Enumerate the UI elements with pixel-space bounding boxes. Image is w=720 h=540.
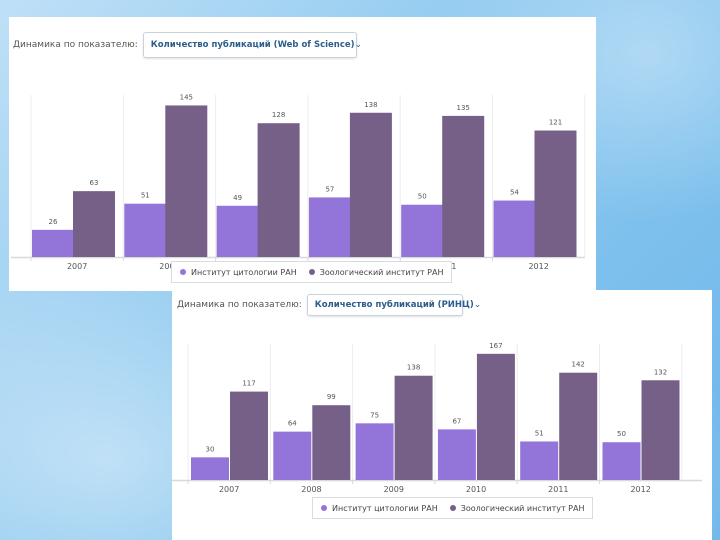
- data-label: 67: [452, 417, 461, 425]
- bar-chart-wos: 2651495750546314512813813512120072008200…: [11, 93, 586, 271]
- bar: [230, 391, 268, 480]
- chevron-down-icon: ⌄: [354, 40, 363, 50]
- tick-label: 2012: [528, 262, 548, 271]
- legend-label-zoology: Зоологический институт РАН: [460, 503, 585, 513]
- data-label: 99: [327, 393, 336, 401]
- data-label: 132: [654, 368, 667, 376]
- tick-label: 2007: [219, 485, 239, 494]
- data-label: 64: [288, 420, 297, 428]
- legend-label-cytology: Институт цитологии РАН: [332, 503, 438, 513]
- data-label: 121: [549, 119, 562, 127]
- legend-item-cytology[interactable]: Институт цитологии РАН: [180, 268, 297, 277]
- bar: [308, 197, 351, 257]
- data-label: 51: [141, 192, 150, 200]
- bar: [165, 105, 208, 257]
- data-label: 50: [617, 430, 626, 438]
- legend-marker-cytology: [180, 269, 186, 275]
- data-label: 63: [90, 179, 99, 187]
- bar: [124, 203, 167, 257]
- legend-marker-cytology: [321, 505, 327, 511]
- bar: [476, 353, 515, 480]
- bar: [602, 442, 641, 480]
- data-label: 135: [457, 104, 470, 112]
- metric-dropdown-value: Количество публикаций (Web of Science): [150, 40, 355, 50]
- tick-label: 2009: [384, 485, 404, 494]
- legend-label-cytology: Институт цитологии РАН: [191, 267, 297, 277]
- chevron-down-icon: ⌄: [473, 300, 482, 310]
- data-label: 117: [242, 380, 255, 388]
- metric-dropdown-value: Количество публикаций (РИНЦ): [314, 300, 474, 310]
- bar: [437, 429, 476, 480]
- legend-marker-zoology: [449, 505, 456, 511]
- data-label: 167: [489, 342, 502, 350]
- chart-panel-rinc: Динамика по показателю: Количество публи…: [172, 290, 712, 540]
- data-label: 50: [418, 193, 427, 201]
- bar: [73, 191, 115, 257]
- bar: [355, 423, 394, 480]
- data-label: 138: [364, 101, 377, 109]
- tick-label: 2010: [466, 485, 486, 494]
- metric-selector-row: Динамика по показателю: Количество публи…: [177, 294, 481, 316]
- bar: [493, 200, 536, 257]
- tick-label: 2008: [301, 485, 321, 494]
- bar: [273, 431, 312, 480]
- data-label: 138: [407, 364, 420, 372]
- bar: [257, 123, 300, 257]
- data-label: 142: [572, 361, 585, 369]
- legend-item-zoology[interactable]: Зоологический институт РАН: [449, 503, 585, 513]
- metric-selector-row: Динамика по показателю: Количество публи…: [13, 32, 362, 58]
- bar: [559, 372, 598, 480]
- legend-item-zoology[interactable]: Зоологический институт РАН: [308, 267, 444, 277]
- bar-chart-rinc: 30 64 75 67 51 50 117 99 138 167 142 132 2007 2008 200…: [172, 342, 702, 494]
- chart-legend: Институт цитологии РАН Зоологический инс…: [171, 261, 453, 283]
- data-label: 128: [272, 111, 285, 119]
- bar: [534, 130, 577, 257]
- chart-panel-wos: Динамика по показателю: Количество публи…: [9, 17, 596, 291]
- metric-dropdown[interactable]: Количество публикаций (РИНЦ) ⌄: [306, 294, 481, 316]
- metric-dropdown[interactable]: Количество публикаций (Web of Science) ⌄: [142, 32, 362, 58]
- metric-label: Динамика по показателю:: [13, 40, 138, 50]
- data-label: 145: [180, 93, 193, 101]
- bar: [216, 205, 259, 257]
- data-label: 49: [233, 194, 242, 202]
- tick-label: 2012: [630, 485, 650, 494]
- bar: [641, 380, 680, 480]
- data-label: 54: [510, 189, 519, 197]
- tick-label: 2007: [67, 262, 87, 271]
- legend-item-cytology[interactable]: Институт цитологии РАН: [321, 504, 438, 513]
- data-label: 51: [535, 429, 544, 437]
- metric-label: Динамика по показателю:: [177, 300, 302, 310]
- bar: [312, 405, 351, 480]
- bar: [349, 112, 392, 257]
- bar: [191, 457, 229, 480]
- data-label: 75: [370, 411, 379, 419]
- data-label: 26: [49, 218, 58, 226]
- bar: [401, 204, 444, 257]
- bar: [442, 115, 485, 257]
- bar: [520, 441, 559, 480]
- bar: [394, 375, 433, 480]
- tick-label: 2008: [159, 262, 179, 271]
- data-label: 30: [206, 445, 215, 453]
- bar: [32, 229, 74, 257]
- data-label: 57: [325, 185, 334, 193]
- tick-label: 2011: [548, 485, 568, 494]
- legend-label-zoology: Зоологический институт РАН: [319, 267, 444, 277]
- legend-marker-zoology: [308, 269, 315, 275]
- chart-legend: Институт цитологии РАН Зоологический инс…: [312, 497, 594, 519]
